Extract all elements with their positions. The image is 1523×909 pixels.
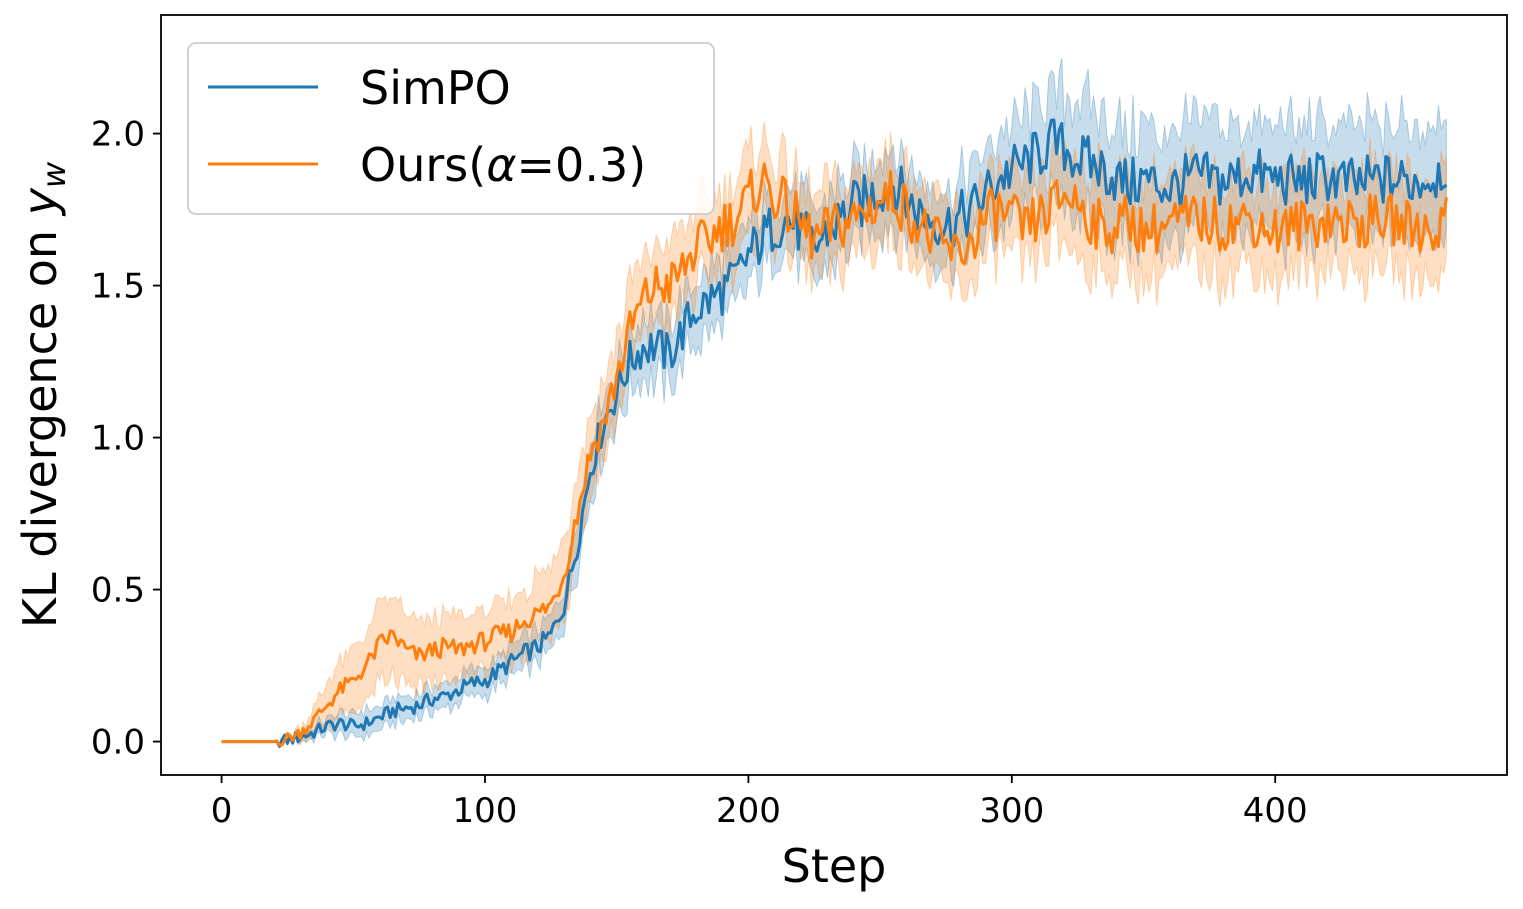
line-ours <box>221 162 1448 747</box>
y-tick-label: 0.5 <box>91 571 145 611</box>
series-lines <box>221 118 1448 748</box>
plot-frame <box>160 14 1508 776</box>
y-tick-label: 1.5 <box>91 267 145 307</box>
y-tick-label: 0.0 <box>91 723 145 763</box>
legend-label-ours: Ours(α=0.3) <box>360 138 646 192</box>
x-axis-label: Step <box>782 839 887 893</box>
y-tick-label: 1.0 <box>91 419 145 459</box>
line-simpo <box>221 118 1448 748</box>
legend-label-ours-suffix: =0.3) <box>517 138 647 192</box>
y-axis-label: KL divergence on yw <box>13 161 73 628</box>
legend: SimPO Ours(α=0.3) <box>187 42 715 215</box>
x-tick-label: 300 <box>979 791 1044 831</box>
y-axis-ticks: 0.0 0.5 1.0 1.5 2.0 <box>91 115 161 763</box>
x-tick-label: 200 <box>716 791 781 831</box>
y-axis-label-math: y <box>13 187 67 217</box>
y-axis-label-subscript: w <box>35 161 73 188</box>
x-tick-label: 100 <box>453 791 518 831</box>
y-axis-label-text: KL divergence on <box>13 215 67 628</box>
x-tick-label: 400 <box>1243 791 1308 831</box>
legend-label-ours-math: α <box>486 138 516 192</box>
y-tick-label: 2.0 <box>91 115 145 155</box>
x-tick-label: 0 <box>211 791 233 831</box>
legend-box <box>187 42 715 215</box>
x-axis-ticks: 0 100 200 300 400 <box>211 775 1308 831</box>
legend-label-ours-prefix: Ours( <box>360 138 486 192</box>
legend-label-simpo: SimPO <box>360 61 511 115</box>
